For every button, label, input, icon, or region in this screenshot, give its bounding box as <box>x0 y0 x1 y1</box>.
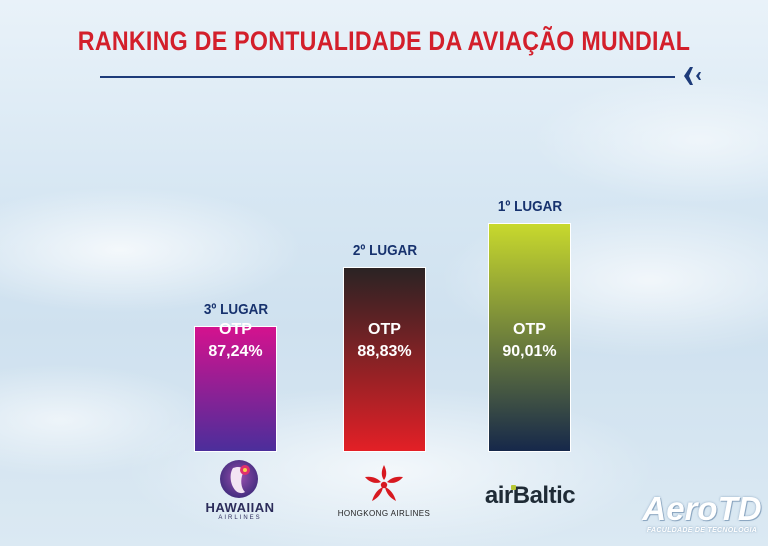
aerotd-watermark: AeroTD FACULDADE DE TECNOLOGIA <box>638 490 766 542</box>
hawaiian-emblem-icon <box>220 460 258 498</box>
hawaiian-wordmark: HAWAIIAN <box>205 500 275 515</box>
bar-hawaiian: OTP 87,24% <box>194 321 277 452</box>
bar-value-label: 87,24% <box>208 343 263 360</box>
chart-title: RANKING DE PONTUALIDADE DA AVIAÇÃO MUNDI… <box>77 26 691 56</box>
bar-value-label: 90,01% <box>502 343 557 360</box>
rank-label-hawaiian: 3º LUGAR <box>203 301 268 318</box>
watermark-name: AeroTD <box>642 490 762 527</box>
bar-metric-label: OTP <box>368 321 401 338</box>
bar-value-label: 88,83% <box>357 343 412 360</box>
bar-hongkong: OTP 88,83% <box>343 267 426 452</box>
airbaltic-wordmark: airBaltic <box>474 482 586 510</box>
airbaltic-wordmark-air: air <box>484 482 513 509</box>
hawaiian-wordmark-sub: AIRLINES <box>218 515 262 521</box>
bar-airbaltic: OTP 90,01% <box>488 223 571 452</box>
hongkong-wordmark: HONGKONG AIRLINES <box>337 509 431 518</box>
title-rule <box>100 76 675 78</box>
bar-label-hongkong: OTP 88,83% <box>344 319 425 363</box>
bar-label-airbaltic: OTP 90,01% <box>489 319 570 363</box>
bar-metric-label: OTP <box>513 321 546 338</box>
airbaltic-dot <box>511 485 516 490</box>
bar-metric-label: OTP <box>219 321 252 338</box>
watermark-tagline: FACULDADE DE TECNOLOGIA <box>646 527 758 534</box>
rank-label-hongkong: 2º LUGAR <box>352 242 417 259</box>
rank-label-airbaltic: 1º LUGAR <box>497 198 562 215</box>
bar-label-hawaiian: OTP 87,24% <box>195 319 276 363</box>
hongkong-emblem-icon <box>365 465 403 501</box>
airbaltic-wordmark-rest: Baltic <box>512 482 576 509</box>
airplane-icon <box>675 67 701 85</box>
